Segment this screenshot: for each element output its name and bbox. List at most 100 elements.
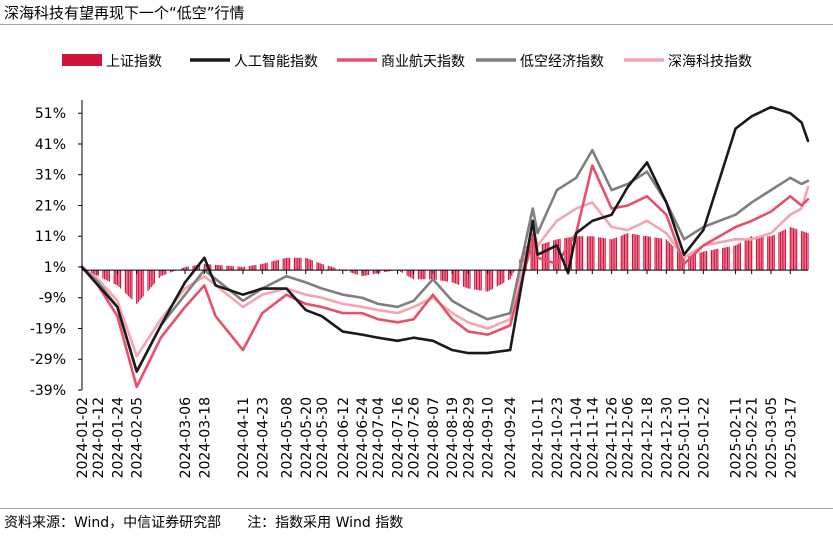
- sh-index-bar: [374, 270, 376, 274]
- sh-index-bar: [477, 270, 479, 291]
- sh-index-bar: [689, 255, 692, 271]
- sh-index-bar: [321, 263, 323, 271]
- sh-index-bar: [239, 266, 241, 271]
- x-tick-label: 2024-03-18: [197, 397, 213, 478]
- sh-index-bar: [277, 259, 279, 271]
- sh-index-bar: [726, 247, 729, 271]
- x-tick-label: 2024-05-30: [315, 397, 331, 478]
- sh-index-bar: [643, 235, 645, 271]
- chart-title: 深海科技有望再现下一个“低空”行情: [4, 4, 245, 22]
- sh-index-bar: [475, 270, 477, 290]
- sh-index-bar: [498, 270, 500, 286]
- sh-index-bar: [203, 263, 205, 271]
- sh-index-bar: [198, 264, 201, 271]
- sh-index-bar: [94, 270, 96, 275]
- sh-index-bar: [355, 270, 357, 275]
- sh-index-bar: [150, 270, 152, 288]
- sh-index-bar: [309, 259, 312, 271]
- sh-index-bar: [205, 264, 207, 271]
- x-tick-label: 2024-04-11: [236, 397, 252, 478]
- sh-index-bar: [242, 266, 244, 271]
- x-tick-label: 2024-12-30: [659, 397, 675, 478]
- sh-index-bar: [485, 270, 487, 292]
- sh-index-bar: [665, 239, 667, 271]
- sh-index-bar: [623, 234, 626, 271]
- sh-index-bar: [802, 231, 804, 271]
- sh-index-bar: [648, 236, 650, 271]
- sh-index-bar: [194, 265, 196, 271]
- y-tick-label: 11%: [35, 229, 66, 245]
- sh-index-bar: [778, 232, 780, 271]
- sh-index-bar: [297, 257, 299, 271]
- footer-note: 注：指数采用 Wind 指数: [247, 515, 404, 531]
- y-tick-label: 41%: [35, 137, 66, 153]
- sh-index-bar: [771, 235, 774, 271]
- sh-index-bar: [406, 270, 408, 276]
- sh-index-bar: [557, 239, 560, 271]
- sh-index-bar: [363, 270, 365, 276]
- sh-index-bar: [108, 270, 110, 282]
- sh-index-bar: [173, 270, 175, 272]
- sh-index-bar: [430, 270, 432, 280]
- sh-index-bar: [158, 270, 160, 279]
- sh-index-bar: [792, 228, 795, 271]
- sh-index-bar: [638, 234, 640, 271]
- sh-index-bar: [598, 237, 600, 271]
- sh-index-bar: [385, 270, 387, 272]
- sh-index-bar: [456, 270, 458, 285]
- sh-index-bar: [804, 232, 806, 271]
- y-tick-label: -39%: [30, 383, 66, 399]
- sh-index-bar: [271, 261, 273, 271]
- sh-index-bar: [714, 249, 716, 271]
- sh-index-bar: [263, 263, 265, 271]
- sh-index-bar: [633, 234, 635, 271]
- top-divider: [0, 24, 833, 25]
- x-tick-label: 2024-08-19: [445, 397, 461, 478]
- sh-index-bar: [372, 270, 374, 275]
- sh-index-bar: [541, 243, 543, 271]
- sh-index-bar: [487, 270, 489, 292]
- sh-index-bar: [255, 264, 257, 271]
- sh-index-bar: [747, 238, 750, 271]
- sh-index-bar: [171, 270, 173, 272]
- x-tick-label: 2024-11-26: [605, 397, 621, 478]
- sh-index-bar: [443, 270, 445, 282]
- sh-index-bar: [723, 247, 725, 271]
- sh-index-bar: [767, 236, 769, 271]
- sh-index-bar: [532, 233, 534, 271]
- sh-index-bar: [260, 264, 262, 271]
- y-tick-label: 51%: [35, 106, 66, 122]
- sh-index-bar: [160, 270, 162, 277]
- sh-index-bar: [631, 233, 634, 271]
- legend-label: 低空经济指数: [520, 54, 604, 70]
- sh-index-bar: [152, 270, 154, 286]
- sh-index-bar: [142, 270, 144, 297]
- sh-index-bar: [451, 270, 453, 283]
- sh-index-bar: [327, 265, 329, 271]
- sh-index-bar: [330, 266, 333, 271]
- sh-index-bar: [186, 266, 188, 271]
- sh-index-bar: [757, 236, 759, 271]
- sh-index-bar: [543, 243, 545, 271]
- sh-index-bar: [739, 242, 741, 271]
- sh-index-bar: [507, 270, 510, 281]
- x-tick-label: 2024-03-06: [178, 397, 194, 478]
- sh-index-bar: [733, 245, 735, 271]
- sh-index-bar: [556, 239, 558, 271]
- sh-index-bar: [712, 249, 714, 271]
- sh-index-bar: [184, 266, 186, 271]
- sh-index-bar: [445, 270, 447, 282]
- sh-index-bar: [243, 266, 246, 271]
- series-line: [80, 164, 810, 389]
- x-tick-label: 2025-03-05: [764, 397, 780, 478]
- sh-index-bar: [149, 270, 151, 290]
- x-tick-label: 2024-05-20: [299, 397, 315, 478]
- legend-label: 深海科技指数: [668, 54, 752, 70]
- sh-index-bar: [417, 270, 420, 280]
- sh-index-bar: [181, 268, 183, 271]
- sh-index-bar: [659, 238, 661, 271]
- sh-index-bar: [424, 270, 426, 280]
- sh-index-bar: [136, 270, 138, 304]
- sh-index-bar: [499, 270, 502, 285]
- sh-index-bar: [710, 250, 713, 271]
